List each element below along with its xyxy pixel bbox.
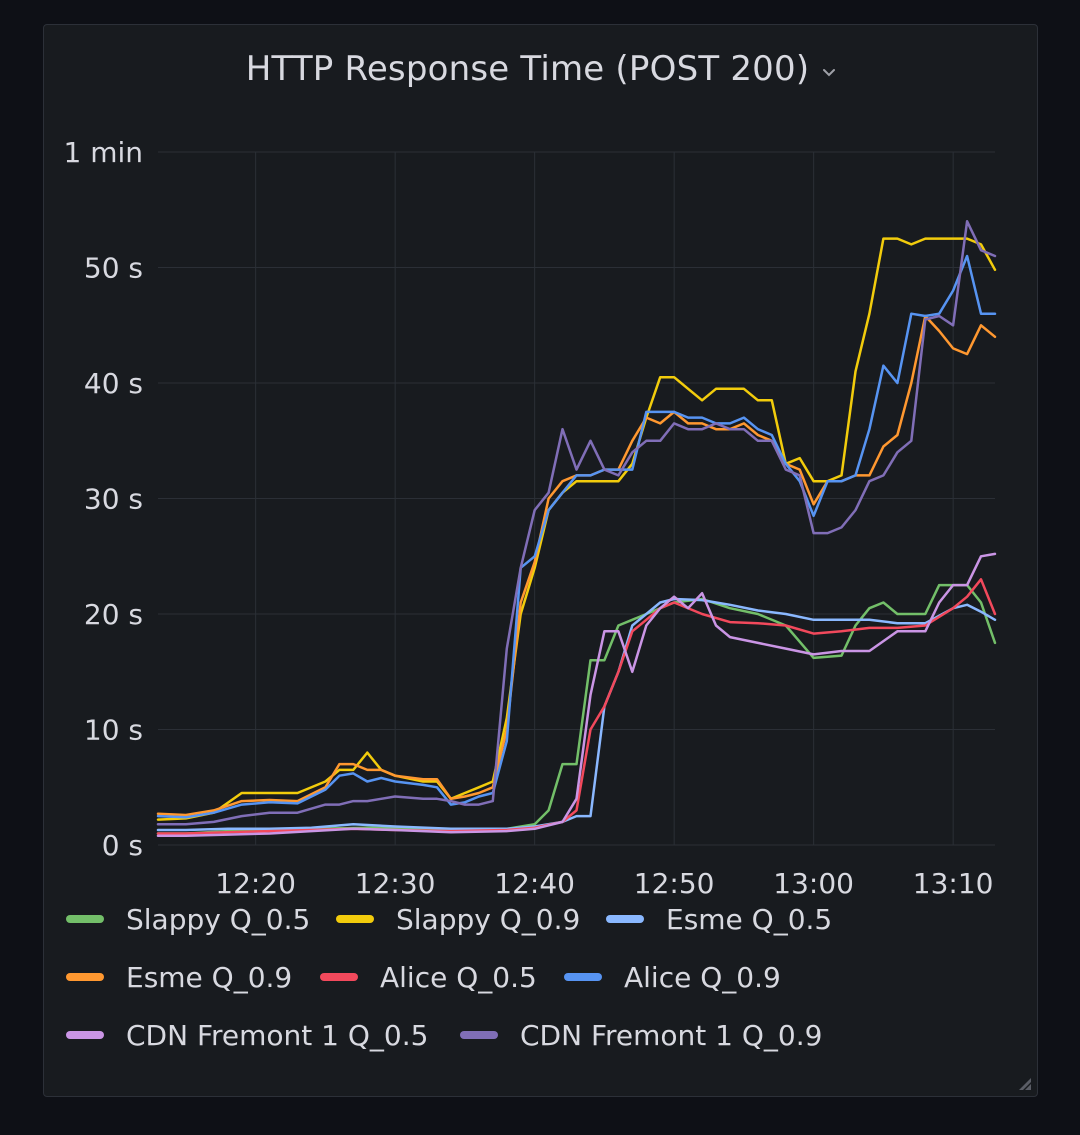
legend-label: Slappy Q_0.5 bbox=[126, 902, 311, 936]
legend-label: CDN Fremont 1 Q_0.9 bbox=[520, 1018, 823, 1052]
legend-label: CDN Fremont 1 Q_0.5 bbox=[126, 1018, 429, 1052]
chevron-down-icon[interactable] bbox=[823, 67, 836, 79]
series-line bbox=[156, 314, 997, 817]
y-tick-label: 50 s bbox=[84, 252, 143, 285]
legend-row: CDN Fremont 1 Q_0.5 CDN Fremont 1 Q_0.9 bbox=[60, 1006, 960, 1064]
series-line bbox=[156, 220, 997, 826]
chart-panel: HTTP Response Time (POST 200) bbox=[43, 24, 1038, 1097]
panel-header[interactable]: HTTP Response Time (POST 200) bbox=[44, 49, 1037, 89]
legend-item[interactable]: Slappy Q_0.9 bbox=[330, 903, 600, 936]
legend-label: Esme Q_0.5 bbox=[666, 902, 833, 936]
legend-swatch bbox=[66, 915, 104, 923]
x-tick-label: 12:20 bbox=[215, 867, 296, 900]
chart-legend: Slappy Q_0.5 Slappy Q_0.9 Esme Q_0.5 Esm… bbox=[60, 890, 960, 1064]
legend-swatch bbox=[564, 973, 602, 981]
resize-handle-icon[interactable] bbox=[1019, 1078, 1031, 1090]
series-line bbox=[156, 597, 997, 832]
x-tick-label: 13:00 bbox=[773, 867, 854, 900]
legend-item[interactable]: CDN Fremont 1 Q_0.5 bbox=[60, 1019, 454, 1052]
legend-item[interactable]: Alice Q_0.9 bbox=[558, 961, 781, 994]
series-line bbox=[156, 552, 997, 838]
legend-swatch bbox=[66, 1031, 104, 1039]
y-tick-label: 1 min bbox=[63, 136, 143, 169]
legend-row: Slappy Q_0.5 Slappy Q_0.9 Esme Q_0.5 bbox=[60, 890, 960, 948]
y-tick-label: 20 s bbox=[84, 598, 143, 631]
legend-item[interactable]: Esme Q_0.9 bbox=[60, 961, 314, 994]
legend-label: Alice Q_0.9 bbox=[624, 960, 781, 994]
x-tick-label: 12:40 bbox=[494, 867, 575, 900]
y-tick-label: 40 s bbox=[84, 367, 143, 400]
y-tick-label: 0 s bbox=[102, 829, 143, 862]
legend-swatch bbox=[460, 1031, 498, 1039]
legend-swatch bbox=[606, 915, 644, 923]
y-tick-label: 10 s bbox=[84, 714, 143, 747]
legend-item[interactable]: Esme Q_0.5 bbox=[600, 903, 832, 936]
x-tick-label: 12:50 bbox=[634, 867, 715, 900]
legend-swatch bbox=[66, 973, 104, 981]
legend-label: Slappy Q_0.9 bbox=[396, 902, 581, 936]
legend-item[interactable]: Alice Q_0.5 bbox=[314, 961, 558, 994]
x-tick-label: 13:10 bbox=[913, 867, 994, 900]
panel-title[interactable]: HTTP Response Time (POST 200) bbox=[245, 49, 810, 89]
series-line bbox=[156, 254, 997, 819]
legend-label: Esme Q_0.9 bbox=[126, 960, 293, 994]
legend-item[interactable]: Slappy Q_0.5 bbox=[60, 903, 330, 936]
legend-item[interactable]: CDN Fremont 1 Q_0.9 bbox=[454, 1019, 822, 1052]
series-line bbox=[156, 237, 997, 821]
x-tick-label: 12:30 bbox=[355, 867, 436, 900]
y-tick-label: 30 s bbox=[84, 483, 143, 516]
legend-swatch bbox=[320, 973, 358, 981]
legend-swatch bbox=[336, 915, 374, 923]
legend-row: Esme Q_0.9 Alice Q_0.5 Alice Q_0.9 bbox=[60, 948, 960, 1006]
legend-label: Alice Q_0.5 bbox=[380, 960, 537, 994]
